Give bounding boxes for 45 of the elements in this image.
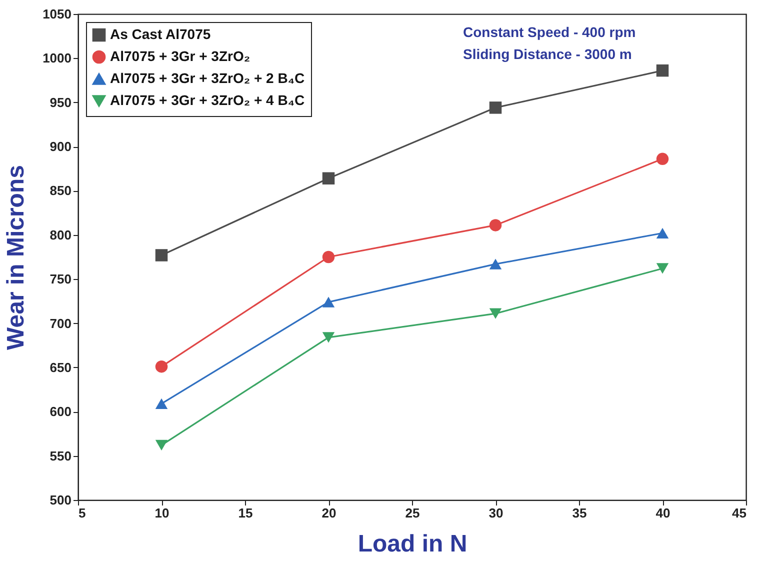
x-tick-label: 45 bbox=[732, 506, 746, 520]
y-tick-label: 700 bbox=[50, 316, 72, 331]
x-tick-label: 15 bbox=[238, 506, 253, 520]
x-tick-label: 30 bbox=[488, 506, 504, 520]
x-axis-title: Load in N bbox=[358, 530, 468, 558]
point bbox=[322, 296, 335, 308]
point bbox=[155, 249, 168, 262]
y-tick-label: 550 bbox=[50, 448, 72, 464]
point bbox=[656, 152, 669, 166]
x-tick-label: 5 bbox=[78, 506, 86, 520]
y-tick-label: 1000 bbox=[42, 50, 72, 66]
x-tick-label: 35 bbox=[572, 506, 587, 520]
legend-label: As Cast Al7075 bbox=[110, 26, 211, 42]
x-tick-label: 40 bbox=[656, 506, 670, 520]
legend-label: Al7075 + 3Gr + 3ZrO₂ bbox=[110, 48, 250, 64]
annotation: Constant Speed - 400 rpm bbox=[463, 24, 636, 40]
point bbox=[489, 308, 502, 319]
y-tick-label: 900 bbox=[50, 139, 72, 154]
point bbox=[489, 102, 502, 114]
point bbox=[155, 398, 168, 409]
annotation: Sliding Distance - 3000 m bbox=[463, 46, 632, 62]
y-tick-label: 750 bbox=[50, 272, 72, 287]
y-tick-label: 800 bbox=[50, 227, 72, 242]
y-tick-label: 500 bbox=[50, 492, 72, 508]
x-tick-label: 10 bbox=[154, 506, 170, 520]
point bbox=[656, 228, 669, 238]
legend-label: Al7075 + 3Gr + 3ZrO₂ + 2 B₄C bbox=[110, 70, 305, 86]
point bbox=[489, 258, 502, 270]
point bbox=[322, 172, 335, 184]
point bbox=[155, 360, 168, 373]
y-tick-label: 600 bbox=[50, 404, 72, 420]
y-tick-label: 950 bbox=[50, 94, 72, 110]
point bbox=[489, 219, 502, 232]
point bbox=[656, 263, 669, 274]
y-tick-label: 650 bbox=[50, 360, 72, 375]
point bbox=[155, 440, 168, 451]
point bbox=[322, 250, 335, 264]
y-tick-label: 850 bbox=[50, 183, 72, 198]
y-axis-title: Wear in Microns bbox=[2, 165, 30, 350]
point bbox=[322, 332, 335, 343]
legend-label: Al7075 + 3Gr + 3ZrO₂ + 4 B₄C bbox=[110, 92, 305, 108]
x-tick-label: 20 bbox=[322, 506, 336, 520]
x-tick-label: 25 bbox=[405, 506, 420, 520]
point bbox=[656, 64, 669, 77]
y-tick-label: 1050 bbox=[42, 6, 72, 22]
